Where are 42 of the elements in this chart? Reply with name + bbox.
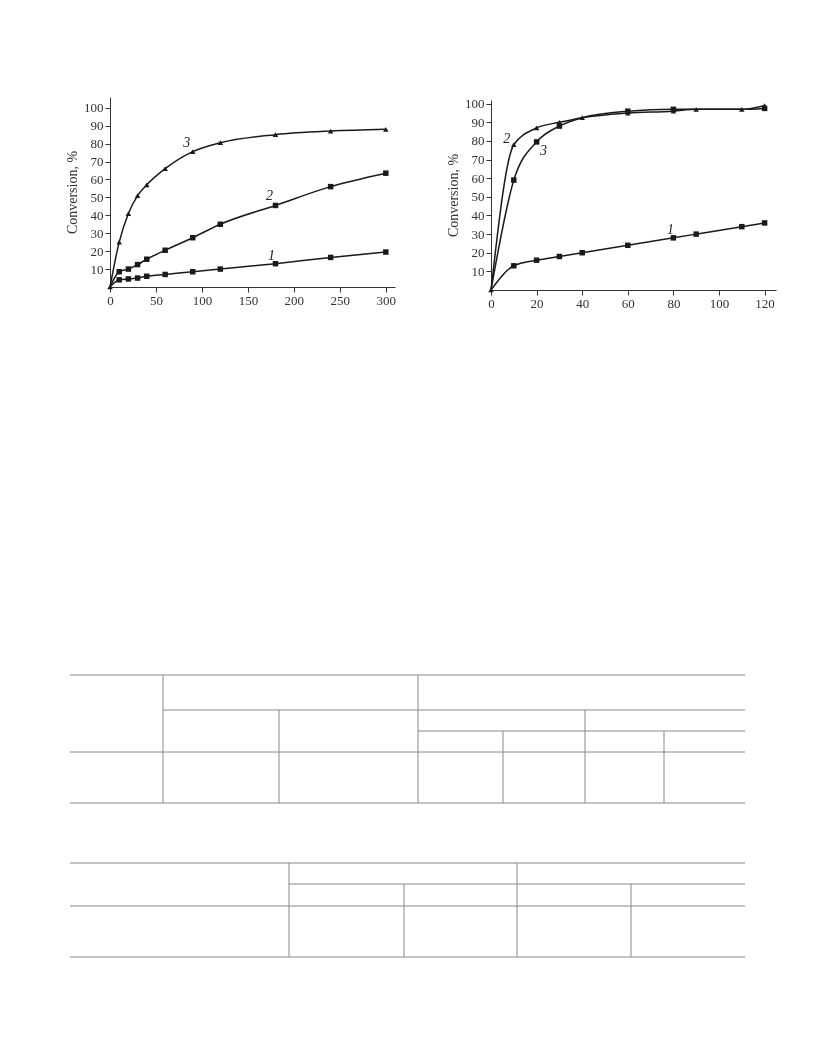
series-label: 2 bbox=[503, 130, 511, 146]
x-tick-label: 120 bbox=[755, 295, 775, 311]
y-axis-title: Conversion, % bbox=[446, 153, 461, 238]
x-tick-label: 40 bbox=[576, 295, 590, 311]
y-tick-label: 30 bbox=[90, 225, 104, 241]
series-label: 3 bbox=[182, 134, 191, 150]
y-tick-label: 60 bbox=[471, 170, 485, 186]
x-tick-label: 100 bbox=[192, 292, 213, 308]
y-axis-title: Conversion, % bbox=[65, 150, 80, 235]
x-tick-label: 0 bbox=[488, 295, 495, 311]
series-label: 1 bbox=[267, 247, 275, 263]
series-label: 3 bbox=[539, 142, 548, 158]
series-label: 2 bbox=[265, 188, 273, 204]
y-tick-label: 90 bbox=[471, 114, 485, 130]
y-tick-label: 90 bbox=[90, 118, 104, 134]
y-tick-label: 60 bbox=[90, 171, 104, 187]
y-tick-label: 100 bbox=[465, 96, 485, 112]
x-tick-label: 200 bbox=[284, 292, 305, 308]
y-tick-label: 50 bbox=[90, 189, 104, 205]
x-tick-label: 60 bbox=[621, 295, 635, 311]
x-tick-label: 100 bbox=[709, 295, 730, 311]
y-tick-label: 40 bbox=[471, 207, 485, 223]
y-tick-label: 20 bbox=[471, 245, 485, 261]
y-tick-label: 20 bbox=[90, 243, 104, 259]
x-tick-label: 0 bbox=[107, 292, 114, 308]
y-tick-label: 80 bbox=[471, 133, 485, 149]
y-tick-label: 80 bbox=[90, 136, 104, 152]
x-tick-label: 20 bbox=[530, 295, 544, 311]
y-tick-label: 70 bbox=[471, 152, 485, 168]
y-tick-label: 50 bbox=[471, 189, 485, 205]
y-tick-label: 30 bbox=[471, 226, 485, 242]
x-tick-label: 150 bbox=[238, 292, 259, 308]
y-tick-label: 10 bbox=[90, 261, 104, 277]
y-tick-label: 100 bbox=[84, 100, 104, 116]
x-tick-label: 50 bbox=[149, 292, 163, 308]
x-tick-label: 250 bbox=[330, 292, 351, 308]
y-tick-label: 40 bbox=[90, 207, 104, 223]
x-tick-label: 300 bbox=[376, 292, 397, 308]
series-label: 1 bbox=[666, 221, 674, 237]
y-tick-label: 10 bbox=[471, 263, 485, 279]
x-tick-label: 80 bbox=[667, 295, 681, 311]
y-tick-label: 70 bbox=[90, 154, 104, 170]
